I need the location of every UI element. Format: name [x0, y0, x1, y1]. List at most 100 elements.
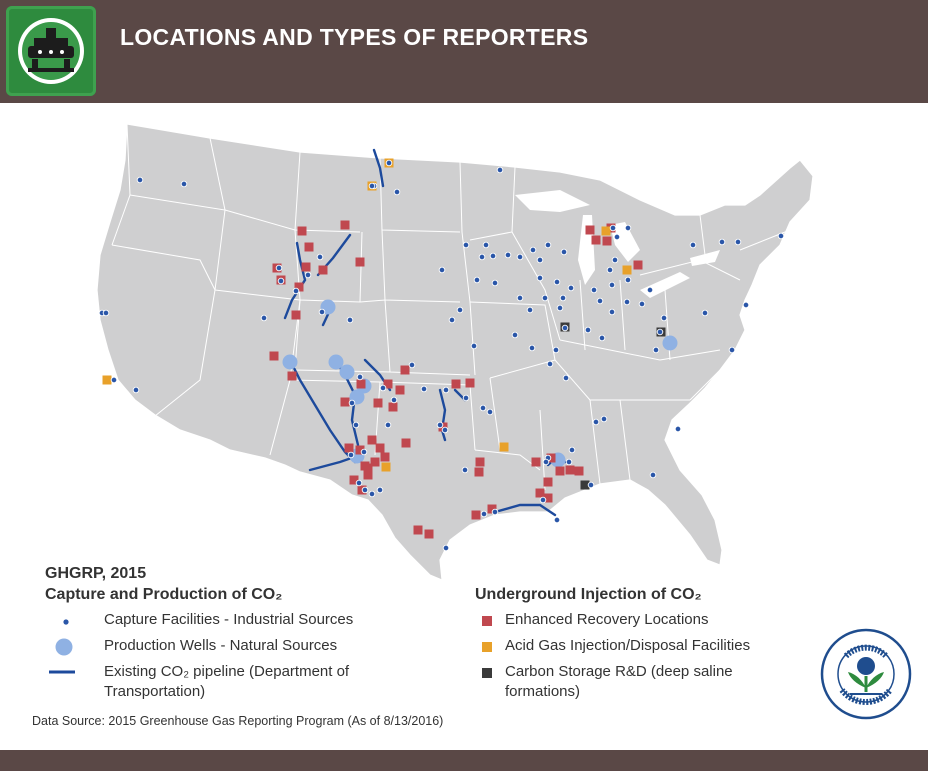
pipeline-line-icon	[49, 670, 75, 674]
capture-facility-marker	[718, 238, 726, 246]
enhanced-recovery-marker	[395, 385, 405, 395]
capture-facility-marker	[304, 271, 312, 279]
enhanced-recovery-marker	[301, 262, 311, 272]
legend-storage-label: Carbon Storage R&D (deep saline formatio…	[505, 663, 733, 700]
enhanced-recovery-marker	[591, 235, 601, 245]
enhanced-recovery-marker	[297, 226, 307, 236]
acid-gas-marker	[381, 462, 391, 472]
capture-facility-marker	[623, 298, 631, 306]
capture-facility-marker	[275, 264, 283, 272]
capture-facility-marker	[611, 256, 619, 264]
enhanced-recovery-marker	[602, 236, 612, 246]
capture-facility-marker	[542, 458, 550, 466]
enhanced-recovery-marker	[344, 443, 354, 453]
us-map	[96, 123, 814, 581]
capture-facility-marker	[560, 248, 568, 256]
capture-facility-marker	[608, 281, 616, 289]
capture-facility-marker	[456, 306, 464, 314]
enhanced-recovery-marker	[555, 466, 565, 476]
injection-heading: Underground Injection of CO₂	[475, 586, 702, 603]
capture-facility-marker	[470, 342, 478, 350]
capture-facility-marker	[587, 481, 595, 489]
capture-facility-marker	[110, 376, 118, 384]
page-title: LOCATIONS AND TYPES OF REPORTERS	[120, 24, 589, 50]
capture-facility-marker	[529, 246, 537, 254]
capture-facility-marker	[546, 360, 554, 368]
capture-facility-marker	[438, 266, 446, 274]
capture-facility-marker	[541, 294, 549, 302]
capture-facility-marker	[701, 309, 709, 317]
capture-facility-marker	[590, 286, 598, 294]
enhanced-recovery-marker	[388, 402, 398, 412]
capture-facility-marker	[360, 448, 368, 456]
enhanced-recovery-marker	[363, 463, 373, 473]
capture-facility-marker	[556, 304, 564, 312]
enhanced-recovery-marker	[565, 465, 575, 475]
production-well-marker	[282, 354, 298, 370]
enhanced-recovery-marker	[294, 282, 304, 292]
capture-dot-icon	[63, 619, 69, 625]
great-lakes	[515, 190, 720, 298]
capture-facility-marker	[318, 308, 326, 316]
capture-facility-marker	[516, 294, 524, 302]
enhanced-recovery-marker	[475, 457, 485, 467]
capture-facility-marker	[390, 396, 398, 404]
capture-heading: Capture and Production of CO₂	[45, 586, 283, 603]
capture-facility-marker	[649, 471, 657, 479]
capture-facility-marker	[598, 334, 606, 342]
enhanced-recovery-marker	[356, 379, 366, 389]
capture-facility-marker	[656, 328, 664, 336]
capture-facility-marker	[491, 279, 499, 287]
capture-facility-marker	[479, 404, 487, 412]
capture-facility-marker	[584, 326, 592, 334]
enhanced-recovery-marker	[383, 379, 393, 389]
capture-facility-marker	[393, 188, 401, 196]
capture-facility-marker	[473, 276, 481, 284]
capture-facility-marker	[461, 466, 469, 474]
capture-facility-marker	[567, 284, 575, 292]
enhanced-recovery-marker	[367, 435, 377, 445]
enhanced-recovery-marker	[474, 467, 484, 477]
capture-facility-marker	[384, 421, 392, 429]
capture-facility-marker	[480, 510, 488, 518]
capture-facility-marker	[568, 446, 576, 454]
enhanced-recovery-marker	[304, 242, 314, 252]
capture-facility-marker	[441, 426, 449, 434]
acid-gas-marker	[499, 442, 509, 452]
capture-facility-marker	[539, 496, 547, 504]
production-well-marker	[339, 364, 355, 380]
capture-facility-marker	[420, 385, 428, 393]
capture-facility-marker	[489, 252, 497, 260]
capture-facility-marker	[491, 508, 499, 516]
capture-facility-marker	[562, 374, 570, 382]
capture-facility-marker	[368, 490, 376, 498]
enhanced-recovery-marker	[535, 488, 545, 498]
capture-facility-marker	[528, 344, 536, 352]
oil-pump-logo-icon	[6, 6, 96, 96]
capture-facility-marker	[596, 297, 604, 305]
capture-facility-marker	[674, 425, 682, 433]
capture-facility-marker	[482, 241, 490, 249]
enhanced-recovery-marker	[370, 457, 380, 467]
us-landmass	[96, 123, 814, 581]
capture-facility-marker	[462, 241, 470, 249]
enhanced-recovery-marker	[349, 475, 359, 485]
capture-facility-marker	[180, 180, 188, 188]
enhanced-recovery-marker	[471, 510, 481, 520]
capture-facility-marker	[368, 182, 376, 190]
legend-pipeline-label: Existing CO₂ pipeline (Department of Tra…	[104, 663, 350, 700]
enhanced-recovery-marker	[355, 445, 365, 455]
pipeline-segment	[372, 148, 385, 188]
capture-facility-marker	[379, 384, 387, 392]
capture-facility-marker	[277, 277, 285, 285]
capture-facility-marker	[544, 241, 552, 249]
legend-capture-label: Capture Facilities - Industrial Sources	[104, 611, 354, 628]
pipeline-segment	[493, 503, 557, 517]
capture-facility-marker	[613, 233, 621, 241]
capture-facility-marker	[355, 479, 363, 487]
capture-facility-marker	[624, 276, 632, 284]
enhanced-recovery-marker	[355, 257, 365, 267]
capture-facility-marker	[742, 301, 750, 309]
enhanced-recovery-square-icon	[482, 616, 492, 626]
capture-facility-marker	[516, 253, 524, 261]
